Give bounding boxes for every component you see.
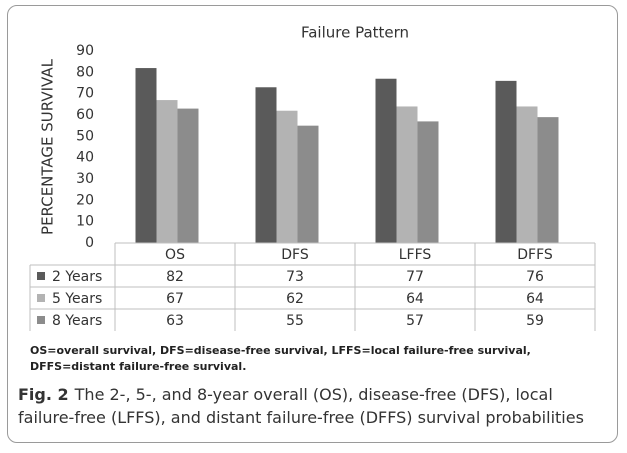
table-value: 77 [406, 269, 424, 285]
bar [156, 100, 178, 243]
bar [297, 125, 319, 243]
bar [375, 78, 397, 243]
y-tick-label: 10 [76, 214, 94, 230]
bar [135, 68, 157, 243]
table-value: 63 [166, 313, 184, 329]
table-value: 82 [166, 269, 184, 285]
table-value: 55 [286, 313, 304, 329]
y-axis-label: PERCENTAGE SURVIVAL [39, 58, 57, 235]
legend-swatch [37, 294, 45, 302]
frame [7, 5, 618, 443]
bar [417, 121, 439, 243]
legend-swatch [37, 272, 45, 280]
y-tick-label: 70 [76, 86, 94, 102]
y-tick-label: 50 [76, 128, 94, 144]
table-value: 64 [406, 291, 424, 307]
x-tick-label: OS [165, 247, 185, 263]
x-tick-label: DFS [281, 247, 309, 263]
bar [495, 80, 517, 243]
bar [255, 87, 277, 244]
bar [516, 106, 538, 243]
bar [396, 106, 418, 243]
footnote: OS=overall survival, DFS=disease-free su… [30, 344, 531, 373]
legend-label: 2 Years [52, 269, 102, 285]
caption-label: Fig. 2 [18, 385, 69, 404]
y-tick-label: 0 [85, 235, 94, 251]
chart-title: Failure Pattern [301, 24, 409, 42]
caption-text: The 2-, 5-, and 8-year overall (OS), dis… [18, 385, 584, 427]
legend-label: 5 Years [52, 291, 102, 307]
y-tick-label: 30 [76, 171, 94, 187]
x-tick-label: LFFS [399, 247, 432, 263]
table-value: 73 [286, 269, 304, 285]
table-value: 57 [406, 313, 424, 329]
caption: Fig. 2 The 2-, 5-, and 8-year overall (OS… [18, 383, 613, 429]
legend-label: 8 Years [52, 313, 102, 329]
y-tick-label: 40 [76, 150, 94, 166]
table-value: 62 [286, 291, 304, 307]
y-tick-label: 90 [76, 43, 94, 59]
chart: Failure Pattern PERCENTAGE SURVIVAL 0 10 2… [29, 24, 596, 331]
table-value: 67 [166, 291, 184, 307]
bar [177, 108, 199, 243]
y-tick-label: 20 [76, 192, 94, 208]
legend-swatch [37, 316, 45, 324]
bar [276, 110, 298, 243]
bar [537, 117, 559, 243]
y-tick-label: 80 [76, 64, 94, 80]
y-tick-label: 60 [76, 107, 94, 123]
table-value: 64 [526, 291, 544, 307]
x-tick-label: DFFS [517, 247, 553, 263]
table-value: 59 [526, 313, 544, 329]
table-value: 76 [526, 269, 544, 285]
